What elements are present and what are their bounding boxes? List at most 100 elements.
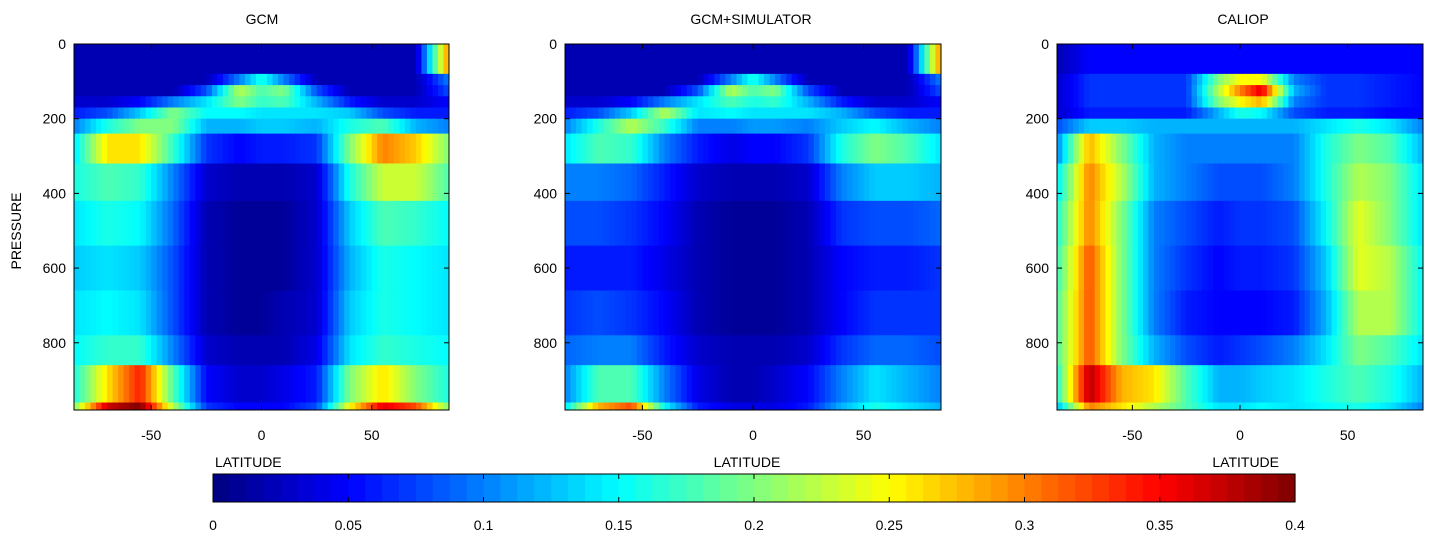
heatmap-cell	[371, 133, 378, 165]
heatmap-cell	[404, 73, 411, 86]
heatmap-cell	[305, 73, 312, 86]
heatmap-cell	[741, 107, 749, 120]
heatmap-cell	[1078, 200, 1085, 247]
heatmap-cell	[714, 107, 721, 120]
heatmap-cell	[1240, 163, 1246, 202]
heatmap-cell	[1304, 200, 1311, 247]
heatmap-cell	[377, 96, 384, 109]
heatmap-cell	[1229, 365, 1236, 404]
heatmap-cell	[1207, 365, 1214, 404]
heatmap-cell	[1153, 200, 1160, 247]
heatmap-cell	[1342, 365, 1349, 404]
heatmap-cell	[1089, 85, 1096, 97]
heatmap-cell	[659, 200, 666, 247]
colorbar-segment	[1176, 474, 1195, 502]
heatmap-cell	[255, 44, 263, 75]
heatmap-cell	[178, 200, 185, 247]
heatmap-cell	[366, 133, 373, 165]
heatmap-cell	[101, 163, 108, 202]
heatmap-cell	[1331, 44, 1338, 75]
heatmap-cell	[581, 365, 588, 404]
heatmap-cell	[107, 44, 114, 75]
heatmap-cell	[869, 290, 876, 336]
heatmap-cell	[918, 335, 926, 366]
heatmap-cell	[140, 402, 147, 410]
heatmap-cell	[233, 118, 241, 135]
heatmap-cell	[1207, 73, 1214, 86]
heatmap-cell	[858, 200, 865, 247]
heatmap-cell	[1390, 335, 1397, 366]
heatmap-cell	[1288, 96, 1295, 109]
heatmap-cell	[1240, 107, 1246, 120]
heatmap-cell	[714, 118, 721, 135]
heatmap-cell	[725, 44, 732, 75]
heatmap-cell	[1170, 200, 1177, 247]
heatmap-cell	[327, 402, 334, 410]
heatmap-cell	[388, 402, 395, 410]
heatmap-cell	[1309, 96, 1316, 109]
heatmap-cell	[620, 335, 627, 366]
colorbar-tick-label: 0.15	[605, 517, 632, 533]
heatmap-cell	[614, 118, 621, 135]
heatmap-cell	[786, 402, 793, 410]
heatmap-cell	[338, 85, 345, 97]
heatmap-cell	[250, 107, 257, 120]
heatmap-cell	[145, 335, 152, 366]
heatmap-cell	[272, 365, 279, 404]
heatmap-cell	[261, 245, 268, 292]
heatmap-cell	[1186, 133, 1193, 165]
heatmap-cell	[123, 245, 130, 292]
heatmap-cell	[929, 44, 937, 75]
heatmap-cell	[134, 245, 141, 292]
heatmap-cell	[1342, 163, 1349, 202]
heatmap-cell	[1121, 118, 1128, 135]
heatmap-cell	[156, 44, 163, 75]
heatmap-cell	[217, 44, 224, 75]
heatmap-cell	[636, 200, 644, 247]
heatmap-cell	[1245, 73, 1252, 86]
heatmap-cell	[167, 402, 174, 410]
heatmap-cell	[802, 96, 809, 109]
heatmap-cell	[1202, 133, 1209, 165]
heatmap-cell	[1277, 133, 1284, 165]
heatmap-cell	[1180, 85, 1187, 97]
heatmap-cell	[1315, 73, 1322, 86]
heatmap-cell	[896, 245, 903, 292]
heatmap-cell	[1283, 73, 1290, 86]
heatmap-cell	[79, 107, 86, 120]
heatmap-cell	[780, 402, 787, 410]
heatmap-cell	[1202, 365, 1209, 404]
heatmap-cell	[918, 107, 926, 120]
heatmap-cell	[167, 44, 174, 75]
heatmap-cell	[863, 133, 870, 165]
heatmap-cell	[96, 85, 103, 97]
heatmap-cell	[1191, 200, 1198, 247]
heatmap-cell	[1170, 73, 1177, 86]
heatmap-cell	[1385, 73, 1392, 86]
heatmap-cell	[896, 118, 903, 135]
heatmap-cell	[576, 335, 583, 366]
heatmap-cell	[924, 245, 931, 292]
heatmap-cell	[935, 133, 941, 165]
heatmap-cell	[1272, 402, 1279, 410]
heatmap-cell	[758, 118, 765, 135]
heatmap-cell	[399, 245, 406, 292]
heatmap-cell	[786, 365, 793, 404]
heatmap-cell	[1143, 107, 1150, 120]
heatmap-cell	[1283, 290, 1290, 336]
heatmap-cell	[1299, 44, 1306, 75]
heatmap-cell	[1326, 133, 1333, 165]
heatmap-cell	[1057, 402, 1063, 410]
heatmap-cell	[189, 44, 196, 75]
heatmap-cell	[835, 290, 843, 336]
heatmap-cell	[349, 133, 356, 165]
heatmap-cell	[758, 290, 765, 336]
heatmap-cell	[173, 335, 180, 366]
heatmap-cell	[140, 96, 147, 109]
heatmap-cell	[703, 96, 710, 109]
heatmap-cell	[830, 73, 837, 86]
heatmap-cell	[1180, 365, 1187, 404]
heatmap-cell	[1396, 44, 1403, 75]
heatmap-cell	[1159, 96, 1166, 109]
heatmap-cell	[835, 163, 843, 202]
